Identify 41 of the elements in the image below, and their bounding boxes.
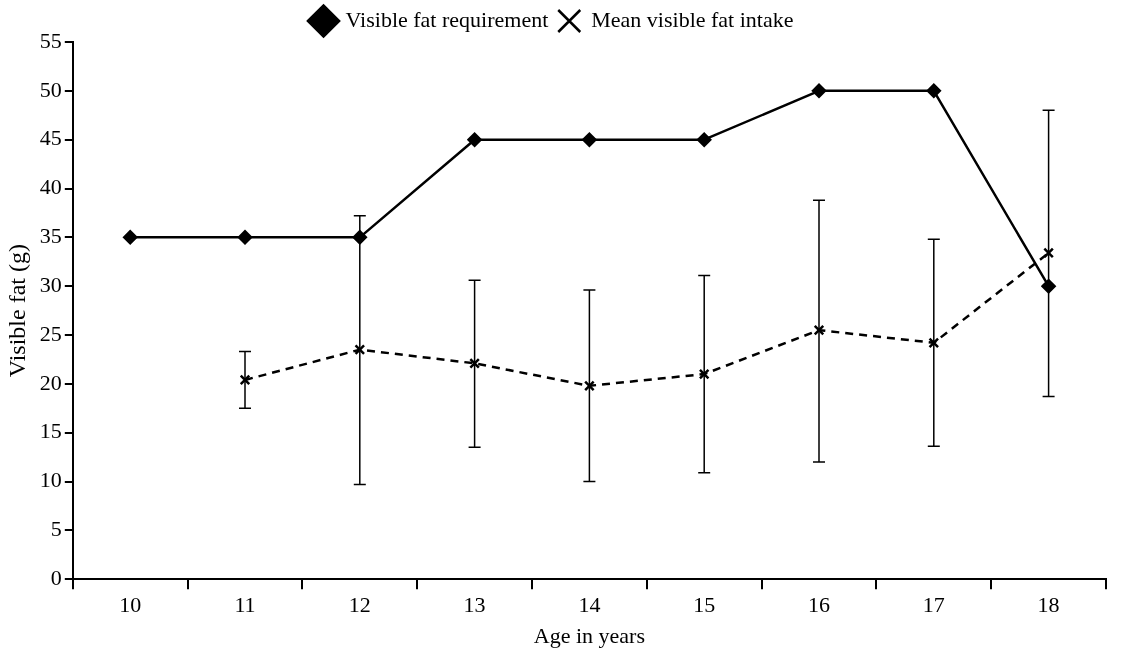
y-axis-title: Visible fat (g) (3, 244, 30, 378)
x-tick-label: 17 (922, 592, 945, 618)
point (583, 380, 595, 392)
x-tick-label: 14 (578, 592, 601, 618)
y-tick-label: 45 (39, 125, 62, 151)
y-tick-label: 55 (39, 27, 62, 53)
point (239, 374, 251, 386)
point (698, 368, 710, 380)
point (122, 230, 138, 245)
y-tick-label: 25 (39, 320, 62, 346)
point (1041, 278, 1056, 294)
point (467, 132, 482, 147)
point (696, 132, 712, 147)
point (928, 337, 940, 349)
y-tick-label: 10 (39, 467, 62, 493)
point (469, 357, 481, 369)
x-tick-label: 18 (1037, 592, 1060, 618)
legend-label: Visible fat requirement (345, 6, 549, 32)
y-tick-label: 15 (39, 418, 62, 444)
legend-label: Mean visible fat intake (591, 6, 794, 32)
x-tick-label: 13 (463, 592, 486, 618)
x-tick-label: 11 (234, 592, 256, 618)
y-tick-label: 0 (50, 564, 62, 590)
point (813, 324, 825, 336)
y-tick-label: 50 (39, 76, 62, 102)
point (811, 83, 827, 99)
point (582, 132, 597, 147)
y-tick-label: 40 (39, 174, 62, 200)
point (354, 344, 366, 356)
y-tick-label: 20 (39, 369, 62, 395)
point (926, 83, 942, 99)
point (237, 230, 253, 245)
y-tick-label: 35 (39, 223, 62, 249)
x-tick-label: 15 (693, 592, 716, 618)
x-tick-label: 16 (808, 592, 830, 618)
point (1043, 247, 1055, 259)
y-tick-label: 5 (50, 516, 62, 542)
x-tick-label: 10 (119, 592, 142, 618)
y-tick-label: 30 (39, 271, 62, 297)
x-axis-title: Age in years (533, 622, 645, 648)
x-tick-label: 12 (348, 592, 371, 618)
